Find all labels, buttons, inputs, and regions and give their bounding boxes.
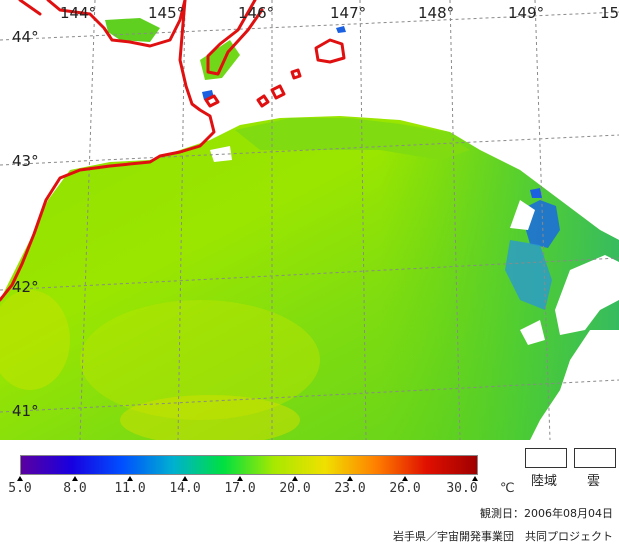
legend-tick-mark bbox=[72, 476, 78, 481]
legend-tick-label: 5.0 bbox=[8, 481, 32, 496]
sst-coastal-patch bbox=[235, 118, 470, 160]
legend-tick-mark bbox=[472, 476, 478, 481]
sst-coastal-patch bbox=[105, 18, 160, 42]
parallel-line bbox=[0, 257, 619, 291]
coastline-iturup bbox=[18, 0, 42, 16]
latitude-label: 41° bbox=[12, 402, 39, 420]
credit-line: 岩手県／宇宙開発事業団 共同プロジェクト bbox=[393, 530, 613, 543]
cloud-key-label: 雲 bbox=[587, 474, 601, 489]
legend-tick-mark bbox=[402, 476, 408, 481]
legend-tick-label: 26.0 bbox=[389, 481, 421, 496]
coastline bbox=[0, 0, 346, 302]
meridian-line bbox=[359, 0, 367, 440]
warm-patch bbox=[80, 300, 320, 420]
coastline-hokkaido bbox=[46, 0, 187, 48]
sst-field-east bbox=[380, 120, 619, 440]
cloud-key-swatch bbox=[574, 448, 616, 468]
coastline-habomai-2 bbox=[256, 94, 270, 108]
legend-tick-mark bbox=[182, 476, 188, 481]
longitude-label: 146° bbox=[238, 4, 275, 22]
graticule bbox=[0, 0, 619, 440]
legend-tick-label: 11.0 bbox=[114, 481, 146, 496]
longitude-label: 144° bbox=[60, 4, 97, 22]
cold-patch bbox=[505, 240, 552, 310]
cloud-patch bbox=[540, 370, 619, 440]
coastline-kunashiri bbox=[206, 0, 264, 76]
latitude-label: 44° bbox=[12, 28, 39, 46]
legend-tick-mark bbox=[347, 476, 353, 481]
temperature-unit: ℃ bbox=[500, 481, 515, 496]
legend-tick-label: 14.0 bbox=[169, 481, 201, 496]
cold-patch bbox=[530, 188, 542, 198]
land-key-swatch bbox=[525, 448, 567, 468]
legend-tick-label: 8.0 bbox=[63, 481, 87, 496]
meridian-line bbox=[449, 0, 461, 440]
legend-tick-mark bbox=[237, 476, 243, 481]
land-area bbox=[0, 0, 619, 290]
sst-coastal-patch bbox=[336, 26, 346, 33]
longitude-label: 145° bbox=[148, 4, 185, 22]
meridian-line bbox=[79, 0, 96, 440]
longitude-label: 148° bbox=[418, 4, 455, 22]
coastline-nemuro bbox=[0, 0, 216, 302]
latitude-label: 42° bbox=[12, 278, 39, 296]
legend-tick-label: 23.0 bbox=[334, 481, 366, 496]
legend-tick-label: 20.0 bbox=[279, 481, 311, 496]
legend-tick-mark bbox=[292, 476, 298, 481]
cloud-patch bbox=[520, 320, 545, 345]
observation-date: 観測日：2006年08月04日 bbox=[480, 507, 613, 520]
cloud-patch bbox=[510, 200, 535, 230]
legend-tick-label: 30.0 bbox=[446, 481, 478, 496]
latitude-label: 43° bbox=[12, 152, 39, 170]
longitude-label: 149° bbox=[508, 4, 545, 22]
legend-tick-label: 17.0 bbox=[224, 481, 256, 496]
legend-tick-mark bbox=[17, 476, 23, 481]
sst-map bbox=[0, 0, 619, 440]
parallel-line bbox=[0, 134, 619, 166]
cloud-patch bbox=[210, 146, 232, 162]
coastline-shikotan bbox=[314, 38, 346, 64]
coastline-habomai-3 bbox=[270, 84, 286, 100]
legend-tick-mark bbox=[127, 476, 133, 481]
temperature-color-bar bbox=[20, 455, 478, 475]
coastline-habomai-1 bbox=[204, 94, 220, 108]
warm-patch bbox=[0, 290, 70, 390]
cloud-patch bbox=[555, 255, 619, 335]
meridian-line bbox=[534, 0, 551, 440]
warm-patch bbox=[120, 395, 300, 440]
longitude-label: 147° bbox=[330, 4, 367, 22]
parallel-line bbox=[0, 379, 619, 413]
land-key-label: 陸域 bbox=[531, 474, 558, 489]
longitude-label: 15 bbox=[600, 4, 619, 22]
parallel-line bbox=[0, 11, 619, 41]
coastline-habomai-4 bbox=[290, 68, 302, 80]
